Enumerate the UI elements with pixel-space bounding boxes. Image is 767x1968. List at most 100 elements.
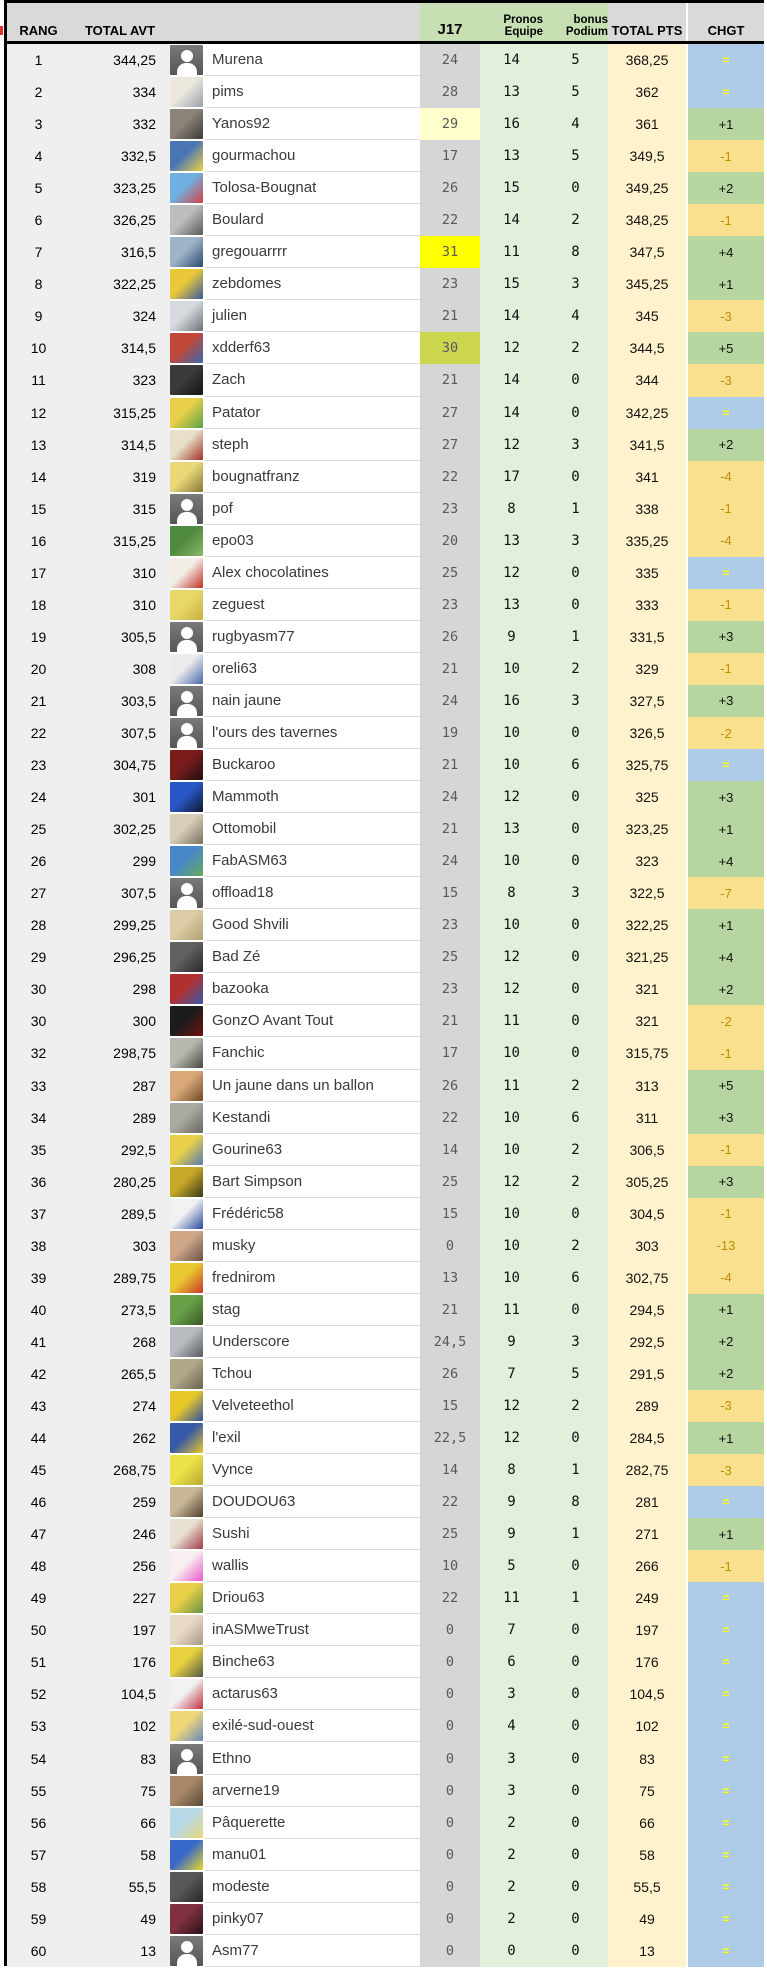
player-name: epo03 xyxy=(205,524,420,557)
pronos-equipe-cell: 2 xyxy=(480,1870,543,1903)
j17-score-cell: 27 xyxy=(420,428,480,461)
table-row: 54 83 Ethno 0 3 0 83 = xyxy=(7,1742,764,1775)
bonus-podium-cell: 0 xyxy=(543,1806,608,1839)
j17-score-cell: 24,5 xyxy=(420,1325,480,1358)
avatar xyxy=(170,846,203,877)
bonus-podium-cell: 5 xyxy=(543,140,608,173)
pronos-equipe-cell: 3 xyxy=(480,1742,543,1775)
avatar xyxy=(170,1006,203,1037)
player-name: Alex chocolatines xyxy=(205,556,420,589)
avatar xyxy=(170,1743,203,1774)
total-pts-cell: 291,5 xyxy=(608,1357,686,1390)
total-avt-cell: 315 xyxy=(70,492,170,525)
rank-cell: 37 xyxy=(7,1197,70,1230)
table-row: 32 298,75 Fanchic 17 10 0 315,75 -1 xyxy=(7,1037,764,1070)
j17-score-cell: 0 xyxy=(420,1806,480,1839)
j17-score-cell: 23 xyxy=(420,973,480,1006)
j17-score-cell: 0 xyxy=(420,1742,480,1775)
pronos-equipe-cell: 8 xyxy=(480,1454,543,1487)
avatar xyxy=(170,237,203,268)
table-row: 19 305,5 rugbyasm77 26 9 1 331,5 +3 xyxy=(7,620,764,653)
chgt-cell: +1 xyxy=(686,909,764,942)
avatar-cell xyxy=(170,973,205,1006)
bonus-podium-cell: 0 xyxy=(543,941,608,974)
player-name: pims xyxy=(205,76,420,109)
pronos-equipe-cell: 4 xyxy=(480,1710,543,1743)
total-avt-cell: 265,5 xyxy=(70,1357,170,1390)
player-name: gregouarrrr xyxy=(205,236,420,269)
j17-score-cell: 30 xyxy=(420,332,480,365)
total-avt-cell: 58 xyxy=(70,1838,170,1871)
j17-score-cell: 22 xyxy=(420,460,480,493)
rank-cell: 33 xyxy=(7,1069,70,1102)
player-name: FabASM63 xyxy=(205,845,420,878)
j17-score-cell: 0 xyxy=(420,1710,480,1743)
total-avt-cell: 319 xyxy=(70,460,170,493)
bonus-podium-cell: 2 xyxy=(543,1069,608,1102)
rank-cell: 30 xyxy=(7,1005,70,1038)
avatar-cell xyxy=(170,877,205,910)
table-row: 57 58 manu01 0 2 0 58 = xyxy=(7,1838,764,1871)
bonus-podium-cell: 2 xyxy=(543,1165,608,1198)
avatar xyxy=(170,1871,203,1902)
table-row: 33 287 Un jaune dans un ballon 26 11 2 3… xyxy=(7,1069,764,1102)
player-name: Asm77 xyxy=(205,1934,420,1967)
chgt-cell: -1 xyxy=(686,204,764,237)
table-row: 50 197 inASMweTrust 0 7 0 197 = xyxy=(7,1614,764,1647)
avatar-cell xyxy=(170,781,205,814)
chgt-cell: +4 xyxy=(686,236,764,269)
total-avt-cell: 274 xyxy=(70,1389,170,1423)
rank-cell: 25 xyxy=(7,813,70,846)
pronos-equipe-cell: 2 xyxy=(480,1806,543,1839)
chgt-cell: -7 xyxy=(686,877,764,910)
total-pts-cell: 55,5 xyxy=(608,1870,686,1903)
chgt-cell: = xyxy=(686,1774,764,1807)
avatar-cell xyxy=(170,1710,205,1743)
j17-score-cell: 19 xyxy=(420,716,480,750)
avatar-cell xyxy=(170,1069,205,1102)
j17-score-cell: 22 xyxy=(420,204,480,237)
pronos-equipe-cell: 12 xyxy=(480,332,543,365)
j17-score-cell: 0 xyxy=(420,1838,480,1871)
avatar xyxy=(170,1326,203,1357)
chgt-cell: +2 xyxy=(686,973,764,1006)
total-avt-cell: 289,75 xyxy=(70,1261,170,1294)
total-avt-cell: 273,5 xyxy=(70,1293,170,1326)
total-pts-cell: 349,25 xyxy=(608,172,686,205)
chgt-cell: = xyxy=(686,44,764,77)
j17-score-cell: 22 xyxy=(420,1486,480,1519)
total-pts-cell: 323,25 xyxy=(608,813,686,846)
avatar-cell xyxy=(170,300,205,333)
avatar-cell xyxy=(170,1646,205,1679)
bonus-podium-cell: 0 xyxy=(543,1550,608,1583)
table-row: 48 256 wallis 10 5 0 266 -1 xyxy=(7,1550,764,1583)
avatar-cell xyxy=(170,332,205,365)
table-row: 15 315 pof 23 8 1 338 -1 xyxy=(7,492,764,525)
bonus-podium-cell: 6 xyxy=(543,1101,608,1134)
rank-cell: 36 xyxy=(7,1165,70,1198)
total-avt-cell: 296,25 xyxy=(70,941,170,974)
rank-cell: 38 xyxy=(7,1229,70,1262)
total-avt-cell: 102 xyxy=(70,1710,170,1743)
bonus-podium-cell: 0 xyxy=(543,460,608,493)
total-pts-cell: 315,75 xyxy=(608,1037,686,1070)
table-row: 37 289,5 Frédéric58 15 10 0 304,5 -1 xyxy=(7,1197,764,1230)
avatar xyxy=(170,750,203,781)
total-pts-cell: 323 xyxy=(608,845,686,878)
avatar-cell xyxy=(170,396,205,429)
player-name: gourmachou xyxy=(205,140,420,173)
j17-score-cell: 25 xyxy=(420,1518,480,1551)
chgt-cell: = xyxy=(686,76,764,109)
avatar-cell xyxy=(170,716,205,750)
chgt-cell: +5 xyxy=(686,332,764,365)
chgt-cell: = xyxy=(686,396,764,429)
j17-score-cell: 25 xyxy=(420,556,480,589)
total-avt-cell: 66 xyxy=(70,1806,170,1839)
rank-cell: 5 xyxy=(7,172,70,205)
table-row: 4 332,5 gourmachou 17 13 5 349,5 -1 xyxy=(7,140,764,173)
total-avt-cell: 299 xyxy=(70,845,170,878)
total-avt-cell: 315,25 xyxy=(70,396,170,429)
total-pts-cell: 49 xyxy=(608,1902,686,1935)
table-row: 34 289 Kestandi 22 10 6 311 +3 xyxy=(7,1101,764,1134)
chgt-cell: = xyxy=(686,1934,764,1967)
